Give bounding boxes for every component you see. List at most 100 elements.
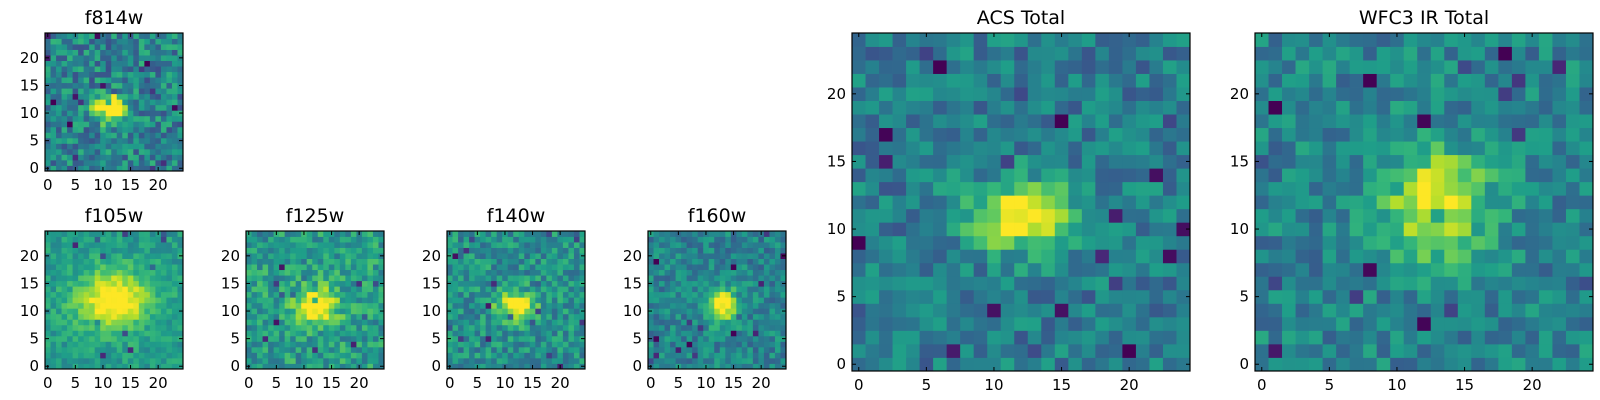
heatmap-cell: [763, 352, 770, 359]
heatmap-cell: [1552, 154, 1567, 169]
heatmap-cell: [1162, 262, 1177, 277]
heatmap-cell: [133, 275, 140, 282]
heatmap-cell: [714, 258, 721, 265]
heatmap-cell: [686, 242, 693, 248]
heatmap-cell: [246, 242, 252, 248]
heatmap-cell: [1430, 195, 1445, 210]
heatmap-cell: [852, 289, 866, 304]
heatmap-cell: [72, 88, 79, 95]
heatmap-cell: [1135, 100, 1150, 115]
heatmap-cell: [100, 126, 107, 133]
heatmap-cell: [1000, 33, 1015, 47]
heatmap-cell: [372, 269, 379, 276]
heatmap-cell: [105, 291, 112, 298]
heatmap-cell: [697, 357, 704, 364]
heatmap-cell: [361, 236, 368, 243]
heatmap-cell: [719, 357, 726, 364]
heatmap-cell: [780, 302, 787, 309]
heatmap-cell: [659, 330, 665, 337]
heatmap-cell: [1282, 127, 1296, 142]
heatmap-cell: [177, 71, 184, 78]
heatmap-cell: [100, 297, 107, 304]
heatmap-cell: [1525, 60, 1540, 74]
heatmap-cell: [686, 346, 693, 353]
heatmap-cell: [892, 168, 907, 183]
heatmap-cell: [290, 346, 297, 353]
heatmap-cell: [149, 269, 156, 276]
heatmap-cell: [1054, 195, 1069, 210]
heatmap-cell: [1122, 289, 1137, 304]
heatmap-cell: [67, 236, 73, 243]
heatmap-cell: [372, 242, 379, 248]
heatmap-cell: [725, 341, 732, 348]
heatmap-cell: [579, 286, 586, 293]
x-tick-label: 15: [1052, 376, 1071, 394]
heatmap-cell: [562, 363, 569, 370]
heatmap-cell: [61, 346, 68, 353]
heatmap-cell: [116, 308, 123, 315]
heatmap-cell: [480, 352, 487, 359]
heatmap-cell: [513, 308, 520, 315]
heatmap-cell: [290, 231, 297, 237]
heatmap-cell: [458, 264, 464, 271]
heatmap-cell: [367, 236, 374, 243]
heatmap-cell: [72, 60, 79, 67]
heatmap-cell: [774, 302, 781, 309]
heatmap-cell: [122, 159, 129, 166]
heatmap-cell: [122, 44, 129, 50]
heatmap-cell: [1014, 60, 1029, 74]
heatmap-cell: [171, 71, 178, 78]
heatmap-cell: [372, 330, 379, 337]
heatmap-cell: [1376, 73, 1391, 88]
heatmap-cell: [116, 357, 123, 364]
heatmap-cell: [1349, 100, 1364, 115]
heatmap-cell: [160, 126, 167, 133]
heatmap-cell: [852, 262, 866, 277]
heatmap-cell: [1068, 262, 1083, 277]
heatmap-cell: [987, 73, 1002, 88]
heatmap-cell: [116, 330, 123, 337]
heatmap-cell: [116, 319, 123, 326]
heatmap-cell: [1309, 154, 1323, 169]
heatmap-cell: [1484, 127, 1499, 142]
heatmap-cell: [78, 258, 85, 265]
heatmap-cell: [345, 280, 352, 287]
heatmap-cell: [339, 247, 346, 254]
heatmap-cell: [127, 99, 134, 106]
heatmap-cell: [1054, 276, 1069, 291]
heatmap-cell: [1322, 303, 1337, 318]
heatmap-cell: [730, 253, 737, 259]
heatmap-cell: [246, 258, 252, 265]
heatmap-cell: [372, 231, 379, 237]
heatmap-cell: [747, 247, 754, 254]
heatmap-cell: [973, 100, 988, 115]
heatmap-cell: [1041, 208, 1056, 223]
heatmap-cell: [780, 313, 787, 320]
heatmap-cell: [284, 275, 291, 282]
heatmap-cell: [1565, 141, 1580, 156]
heatmap-cell: [1000, 114, 1015, 129]
heatmap-cell: [502, 275, 509, 282]
heatmap-cell: [246, 319, 252, 326]
heatmap-cell: [111, 280, 118, 287]
heatmap-cell: [149, 335, 156, 342]
heatmap-cell: [1054, 289, 1069, 304]
heatmap-cell: [317, 242, 324, 248]
heatmap-cell: [568, 264, 575, 271]
heatmap-cell: [675, 313, 682, 320]
heatmap-cell: [144, 66, 151, 73]
heatmap-cell: [1268, 289, 1283, 304]
heatmap-cell: [568, 242, 575, 248]
heatmap-cell: [1484, 195, 1499, 210]
heatmap-cell: [524, 313, 531, 320]
heatmap-cell: [122, 110, 129, 117]
heatmap-cell: [946, 262, 961, 277]
heatmap-cell: [513, 335, 520, 342]
heatmap-cell: [1149, 73, 1164, 88]
heatmap-cell: [653, 258, 660, 265]
x-tick-label: 5: [922, 376, 932, 394]
x-tick-label: 5: [272, 374, 282, 392]
heatmap-cell: [758, 335, 765, 342]
heatmap-cell: [1552, 33, 1567, 47]
heatmap-cell: [356, 319, 363, 326]
